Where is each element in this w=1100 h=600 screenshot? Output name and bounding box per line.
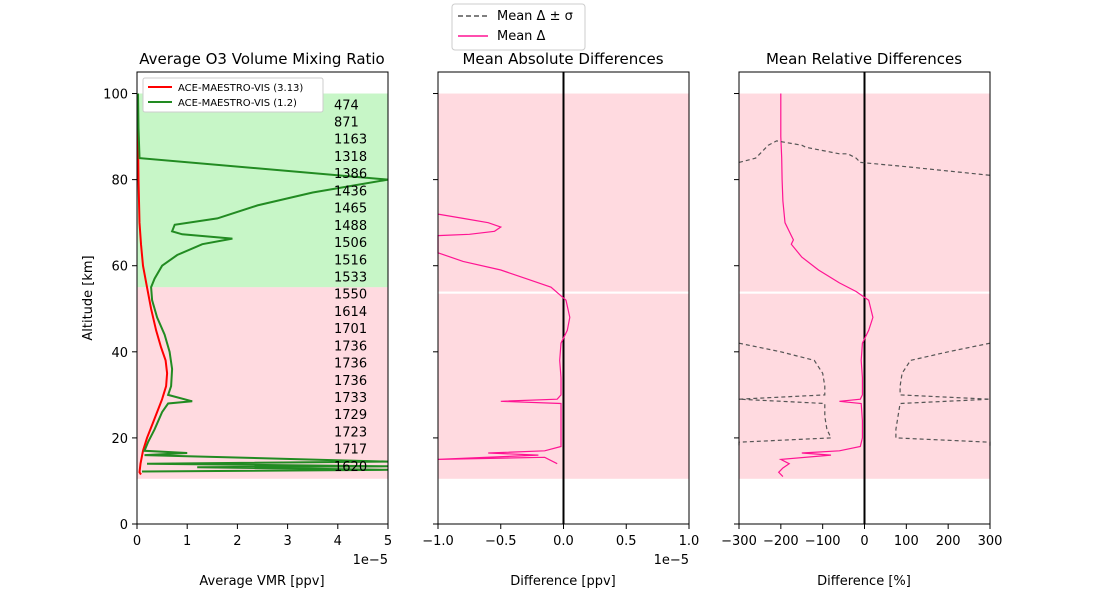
sample-count-label: 1729: [334, 408, 367, 423]
legend-std-label: Mean Δ ± σ: [497, 9, 573, 24]
x-multiplier: 1e−5: [353, 553, 388, 568]
sample-count-label: 1163: [334, 133, 367, 148]
sample-count-label: 1736: [334, 357, 367, 372]
panel-title: Average O3 Volume Mixing Ratio: [139, 50, 385, 68]
legend-new-label: ACE-MAESTRO-VIS (1.2): [178, 98, 297, 109]
x-tick-label: 100: [894, 534, 919, 549]
sample-count-label: 1550: [334, 288, 367, 303]
panel-title: Mean Absolute Differences: [462, 50, 663, 68]
x-tick-label: −0.5: [485, 534, 517, 549]
panel-title: Mean Relative Differences: [766, 50, 962, 68]
panel-average-vmr: Average O3 Volume Mixing Ratio 474871116…: [81, 50, 392, 589]
x-axis-label: Average VMR [ppv]: [199, 574, 324, 589]
series-line: [437, 213, 571, 465]
sample-count-label: 1488: [334, 219, 367, 234]
y-tick-label: 80: [111, 174, 128, 189]
x-tick-label: 4: [334, 534, 342, 549]
y-tick-label: 60: [111, 260, 128, 275]
sample-count-label: 1533: [334, 270, 367, 285]
x-tick-label: −100: [805, 534, 841, 549]
plot-area: −1.0 −0.5 0.0 0.5 1.0: [422, 71, 700, 549]
sample-count-label: 1723: [334, 425, 367, 440]
x-tick-label: 3: [283, 534, 291, 549]
sample-count-label: 474: [334, 98, 359, 113]
x-tick-label: 5: [384, 534, 392, 549]
axes-frame: [136, 71, 389, 525]
plot-area: 4748711163131813861436146514881506151615…: [103, 71, 392, 549]
sample-count-label: 1736: [334, 339, 367, 354]
legend-frame: [142, 77, 324, 113]
sample-count-label: 1465: [334, 202, 367, 217]
sample-count-label: 1736: [334, 374, 367, 389]
x-tick-label: 0.0: [553, 534, 574, 549]
x-tick-label: 200: [936, 534, 961, 549]
x-tick-label: 1: [183, 534, 191, 549]
y-tick-label: 100: [103, 88, 128, 103]
series-line: [860, 161, 991, 176]
sample-count-label: 1620: [334, 460, 367, 475]
x-tick-label: −300: [721, 534, 757, 549]
x-tick-label: 0.5: [616, 534, 637, 549]
series-line: [137, 93, 389, 473]
x-tick-label: 300: [978, 534, 1003, 549]
series-line: [738, 140, 861, 163]
sample-count-label: 1318: [334, 150, 367, 165]
x-axis-label: Difference [ppv]: [510, 574, 616, 589]
y-axis-label: Altitude [km]: [81, 255, 96, 340]
sample-count-label: 1506: [334, 236, 367, 251]
sample-count-label: 1701: [334, 322, 367, 337]
x-tick-label: −1.0: [422, 534, 454, 549]
panel-absolute-differences: Mean Absolute Differences −1.0 −0.5 0.0 0.5…: [422, 50, 699, 589]
legend: ACE-MAESTRO-VIS (3.13) ACE-MAESTRO-VIS (…: [142, 77, 324, 113]
sample-count-label: 1733: [334, 391, 367, 406]
x-axis-label: Difference [%]: [817, 574, 911, 589]
x-multiplier: 1e−5: [654, 553, 689, 568]
x-tick-label: 1.0: [679, 534, 700, 549]
y-tick-label: 20: [111, 432, 128, 447]
series-line: [738, 342, 832, 447]
sample-count-label: 871: [334, 116, 359, 131]
series-line: [137, 93, 169, 476]
y-tick-label: 40: [111, 346, 128, 361]
legend-mean-label: Mean Δ: [497, 29, 546, 44]
sample-count-label: 1717: [334, 443, 367, 458]
x-tick-label: 0: [133, 534, 141, 549]
legend-old-label: ACE-MAESTRO-VIS (3.13): [178, 83, 303, 94]
x-tick-label: 0: [860, 534, 868, 549]
figure-legend: Mean Δ ± σ Mean Δ: [451, 3, 586, 51]
y-tick-label: 0: [120, 518, 128, 533]
shaded-band: [137, 287, 388, 479]
x-tick-label: −200: [763, 534, 799, 549]
plot-area: −300 −200 −100 0 100 200 300: [721, 71, 1003, 549]
x-tick-label: 2: [233, 534, 241, 549]
sample-count-label: 1614: [334, 305, 367, 320]
panel-relative-differences: Mean Relative Differences −300 −200 −100 0 1…: [721, 50, 1002, 589]
sample-count-label: 1436: [334, 184, 367, 199]
series-line: [777, 93, 874, 478]
sample-count-label: 1516: [334, 253, 367, 268]
sample-count-label: 1386: [334, 167, 367, 182]
